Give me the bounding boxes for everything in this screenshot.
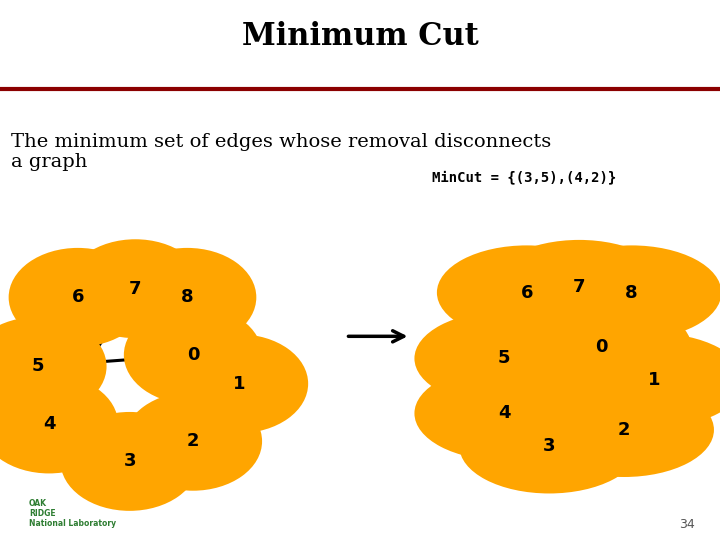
Text: 8: 8 [625, 284, 638, 301]
Text: 3: 3 [543, 437, 555, 455]
Ellipse shape [124, 392, 262, 491]
Ellipse shape [66, 239, 204, 338]
Ellipse shape [512, 300, 691, 395]
Text: OAK
RIDGE
National Laboratory: OAK RIDGE National Laboratory [29, 498, 116, 528]
Ellipse shape [490, 240, 669, 334]
Ellipse shape [541, 245, 720, 340]
Text: 8: 8 [181, 288, 194, 306]
Ellipse shape [124, 306, 262, 404]
Text: 34: 34 [679, 518, 695, 531]
Ellipse shape [170, 334, 308, 433]
Ellipse shape [415, 366, 594, 461]
Text: The minimum set of edges whose removal disconnects
a graph: The minimum set of edges whose removal d… [11, 133, 551, 171]
Ellipse shape [415, 311, 594, 406]
Text: 0: 0 [186, 346, 199, 364]
Text: 7: 7 [129, 280, 142, 298]
Text: 4: 4 [498, 404, 510, 422]
Ellipse shape [564, 333, 720, 428]
Text: 2: 2 [186, 432, 199, 450]
Text: 6: 6 [71, 288, 84, 306]
Text: Minimum Cut: Minimum Cut [242, 22, 478, 52]
Text: 5: 5 [498, 349, 510, 367]
Ellipse shape [60, 412, 199, 511]
Text: 1: 1 [233, 375, 246, 393]
Ellipse shape [118, 248, 256, 347]
Text: 6: 6 [521, 284, 533, 301]
Ellipse shape [9, 248, 147, 347]
Text: 7: 7 [573, 278, 585, 296]
Text: MinCut = {(3,5),(4,2)}: MinCut = {(3,5),(4,2)} [432, 170, 616, 184]
Text: 0: 0 [595, 339, 608, 356]
Ellipse shape [0, 375, 118, 474]
Ellipse shape [437, 245, 616, 340]
Text: 4: 4 [42, 415, 55, 433]
Text: 1: 1 [648, 372, 660, 389]
Ellipse shape [534, 383, 714, 477]
Text: 5: 5 [31, 357, 44, 375]
Text: 3: 3 [123, 453, 136, 470]
Text: 2: 2 [618, 421, 630, 439]
Ellipse shape [0, 317, 107, 416]
Ellipse shape [459, 399, 639, 494]
